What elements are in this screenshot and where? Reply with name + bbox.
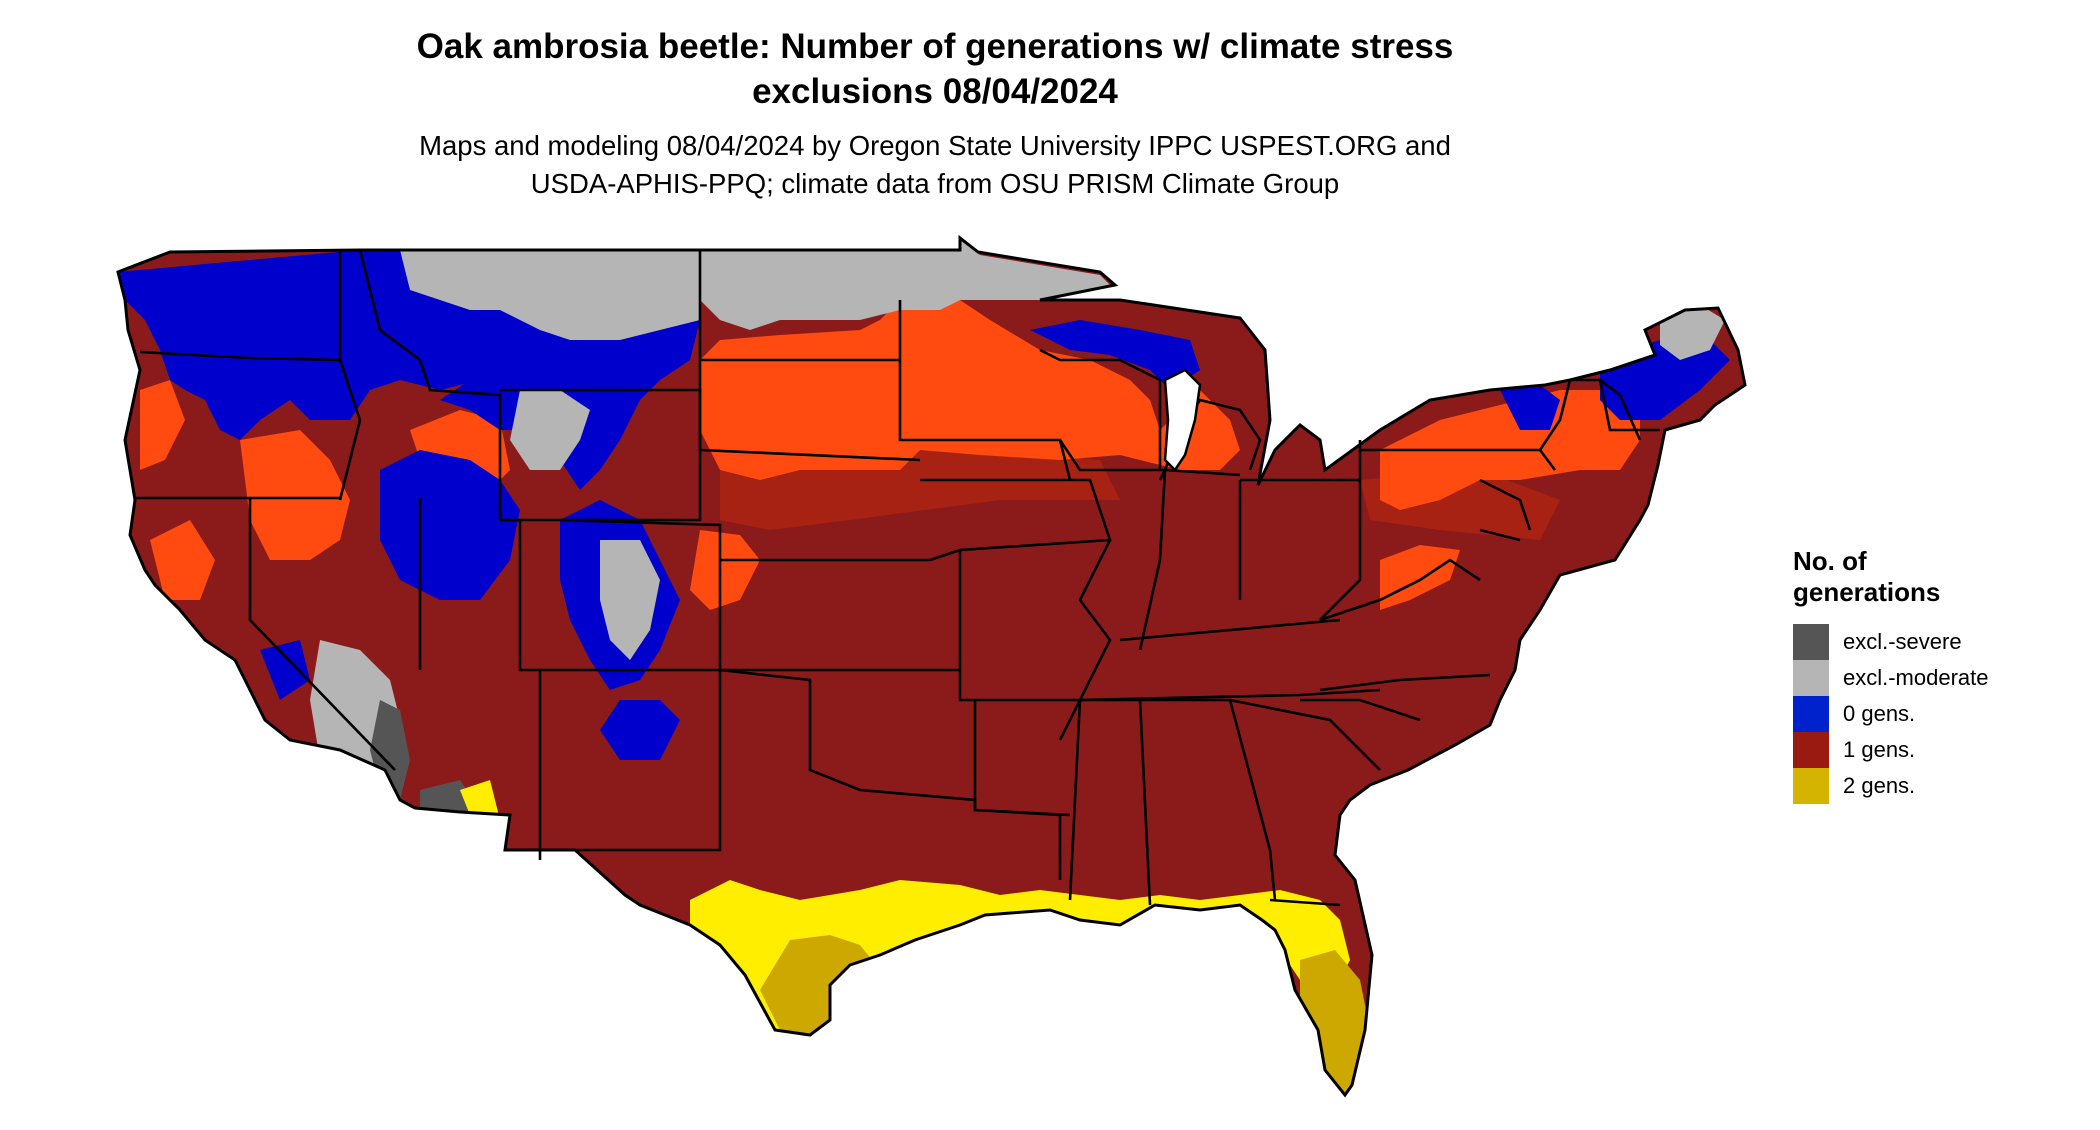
subtitle-line-1: Maps and modeling 08/04/2024 by Oregon S… — [419, 130, 1451, 161]
border-id-west — [338, 250, 362, 501]
zone-zero-gen — [118, 250, 1730, 760]
border-ut-co — [518, 520, 720, 672]
border-mo — [958, 539, 1112, 702]
border-in-oh — [1164, 468, 1242, 600]
border-ar-la — [973, 700, 1071, 880]
border-nm-tx — [575, 670, 722, 852]
border-fl-ga — [1269, 898, 1341, 907]
map-title: Oak ambrosia beetle: Number of generatio… — [0, 24, 1870, 114]
border-nj-md — [1479, 478, 1532, 542]
legend-swatch-excl-severe — [1793, 624, 1829, 660]
legend: No. of generations excl.-severe excl.-mo… — [1793, 546, 1989, 804]
border-ca-nv-diag — [248, 498, 396, 771]
state-borders — [135, 249, 1660, 907]
border-wi-mi — [1039, 348, 1162, 470]
title-line-1: Oak ambrosia beetle: Number of generatio… — [416, 27, 1454, 66]
zone-two-gen-gold — [760, 935, 1370, 1095]
border-pa-ny — [1360, 379, 1572, 471]
border-ne-ks — [720, 558, 960, 672]
subtitle-line-2: USDA-APHIS-PPQ; climate data from OSU PR… — [530, 168, 1340, 199]
legend-label-excl-severe: excl.-severe — [1843, 629, 1962, 654]
border-oh-pa-wv — [1240, 440, 1362, 621]
zone-one-gen-light — [140, 300, 1640, 610]
legend-label-two-gens: 2 gens. — [1843, 773, 1916, 798]
border-va-nc — [1319, 673, 1491, 692]
legend-label-one-gens: 1 gens. — [1843, 737, 1916, 762]
lake-michigan — [1163, 368, 1202, 472]
border-mn — [898, 300, 1072, 481]
zone-two-gen-yellow — [460, 780, 1350, 1040]
conus-generations-map — [116, 234, 1747, 1098]
zone-one-gen-mid — [720, 440, 1560, 540]
border-ga-al — [1150, 698, 1381, 901]
legend-swatch-excl-moderate — [1793, 660, 1829, 696]
border-co — [559, 518, 722, 670]
map-subtitle: Maps and modeling 08/04/2024 by Oregon S… — [0, 127, 1870, 203]
legend-swatch-two-gens — [1793, 768, 1829, 804]
title-line-2: exclusions 08/04/2024 — [752, 72, 1118, 111]
legend-item-one-gens: 1 gens. — [1793, 732, 1940, 768]
zone-excl-moderate — [310, 240, 1725, 810]
legend-swatch-zero-gens — [1793, 696, 1829, 732]
border-dakotas — [698, 250, 921, 462]
legend-swatch-one-gens — [1793, 732, 1829, 768]
border-tn-ky — [1079, 618, 1381, 702]
legend-label-zero-gens: 0 gens. — [1843, 701, 1916, 726]
legend-label-excl-moderate: excl.-moderate — [1843, 665, 1989, 690]
border-nc-sc — [1300, 698, 1421, 722]
legend-title-line-2: generations — [1793, 577, 1941, 607]
legend-title-line-1: No. of — [1793, 546, 1867, 576]
border-ny-vt-nh — [1570, 378, 1660, 441]
legend-item-zero-gens: 0 gens. — [1793, 696, 1940, 732]
legend-title: No. of generations — [1793, 546, 1940, 608]
generation-zones — [118, 238, 1745, 1095]
border-wv-va — [1319, 558, 1481, 622]
legend-item-excl-moderate: excl.-moderate — [1793, 660, 1989, 696]
conus-outline — [116, 234, 1747, 1098]
legend-item-excl-severe: excl.-severe — [1793, 624, 1962, 660]
border-mt-id — [358, 249, 502, 520]
legend-item-two-gens: 2 gens. — [1793, 768, 1940, 804]
border-wa-or — [139, 350, 341, 362]
